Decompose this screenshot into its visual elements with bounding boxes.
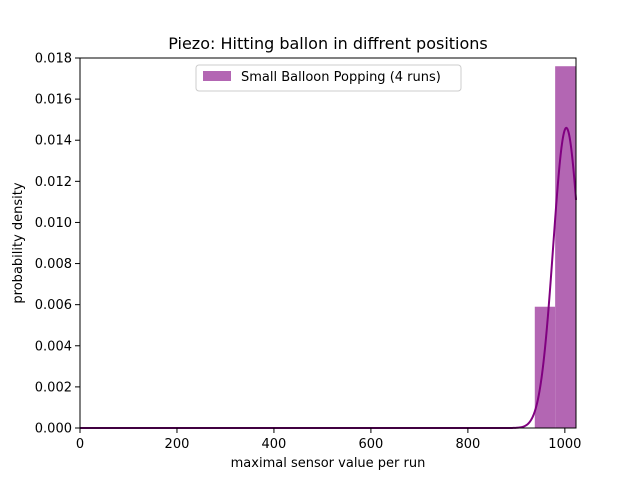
y-tick-label-0: 0.000	[35, 422, 72, 437]
chart-title: Piezo: Hitting ballon in diffrent positi…	[168, 34, 488, 53]
x-axis-label: maximal sensor value per run	[231, 456, 426, 471]
x-tick-label-5: 1000	[548, 437, 581, 452]
y-tick-label-6: 0.012	[35, 175, 72, 190]
histogram-bar-0	[534, 306, 556, 428]
x-axis-ticks: 0 200 400 600 800 1000	[76, 428, 581, 452]
y-tick-label-8: 0.016	[35, 93, 72, 108]
y-tick-label-3: 0.006	[35, 298, 72, 313]
x-tick-label-4: 800	[455, 437, 480, 452]
x-tick-label-3: 600	[358, 437, 383, 452]
y-tick-label-7: 0.014	[35, 134, 72, 149]
legend-box	[195, 64, 462, 92]
density-curve	[80, 126, 577, 429]
y-tick-label-5: 0.010	[35, 216, 72, 231]
y-tick-label-2: 0.004	[35, 339, 72, 354]
x-tick-label-1: 200	[165, 437, 190, 452]
plot-frame	[79, 57, 577, 429]
legend: Small Balloon Popping (4 runs)	[195, 64, 462, 92]
y-tick-label-1: 0.002	[35, 380, 72, 395]
legend-label: Small Balloon Popping (4 runs)	[241, 70, 441, 85]
legend-swatch	[203, 71, 231, 81]
y-axis-ticks: 0.000 0.002 0.004 0.006 0.008 0.010 0.012 0.014…	[35, 52, 80, 437]
x-tick-label-0: 0	[76, 437, 84, 452]
y-axis-label: probability density	[11, 182, 26, 303]
histogram-bars	[534, 66, 576, 428]
y-tick-label-9: 0.018	[35, 52, 72, 67]
histogram-bar-1	[555, 66, 576, 428]
x-tick-label-2: 400	[262, 437, 287, 452]
y-tick-label-4: 0.008	[35, 257, 72, 272]
